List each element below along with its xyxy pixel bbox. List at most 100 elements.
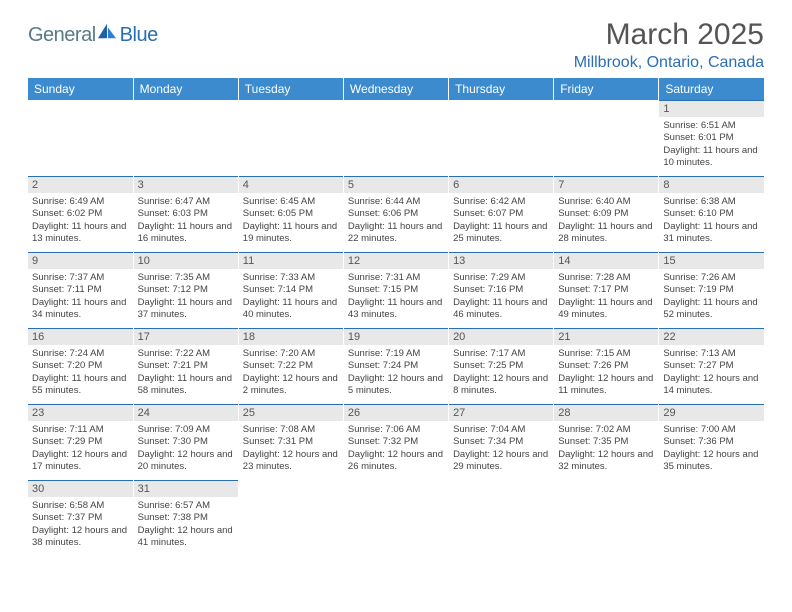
day-details: Sunrise: 7:31 AMSunset: 7:15 PMDaylight:… <box>344 269 448 324</box>
calendar-day-cell: 23Sunrise: 7:11 AMSunset: 7:29 PMDayligh… <box>28 404 133 480</box>
day-number: 22 <box>659 328 764 345</box>
calendar-day-cell: 17Sunrise: 7:22 AMSunset: 7:21 PMDayligh… <box>133 328 238 404</box>
calendar-week-row: 2Sunrise: 6:49 AMSunset: 6:02 PMDaylight… <box>28 176 764 252</box>
day-details: Sunrise: 6:49 AMSunset: 6:02 PMDaylight:… <box>28 193 133 248</box>
day-number: 31 <box>134 480 238 497</box>
day-number: 10 <box>134 252 238 269</box>
calendar-day-cell: 8Sunrise: 6:38 AMSunset: 6:10 PMDaylight… <box>659 176 764 252</box>
month-title: March 2025 <box>574 18 764 52</box>
day-number: 9 <box>28 252 133 269</box>
day-details: Sunrise: 6:38 AMSunset: 6:10 PMDaylight:… <box>659 193 764 248</box>
day-number: 5 <box>344 176 448 193</box>
calendar-day-cell <box>238 100 343 176</box>
day-details: Sunrise: 7:02 AMSunset: 7:35 PMDaylight:… <box>554 421 658 476</box>
day-number: 11 <box>239 252 343 269</box>
day-number: 1 <box>659 100 764 117</box>
day-number: 13 <box>449 252 553 269</box>
day-number: 28 <box>554 404 658 421</box>
calendar-day-cell: 4Sunrise: 6:45 AMSunset: 6:05 PMDaylight… <box>238 176 343 252</box>
day-number: 12 <box>344 252 448 269</box>
calendar-day-cell: 9Sunrise: 7:37 AMSunset: 7:11 PMDaylight… <box>28 252 133 328</box>
calendar-week-row: 30Sunrise: 6:58 AMSunset: 7:37 PMDayligh… <box>28 480 764 556</box>
calendar-day-cell <box>554 100 659 176</box>
day-details: Sunrise: 7:37 AMSunset: 7:11 PMDaylight:… <box>28 269 133 324</box>
day-details: Sunrise: 6:57 AMSunset: 7:38 PMDaylight:… <box>134 497 238 552</box>
calendar-day-cell: 2Sunrise: 6:49 AMSunset: 6:02 PMDaylight… <box>28 176 133 252</box>
day-details: Sunrise: 6:44 AMSunset: 6:06 PMDaylight:… <box>344 193 448 248</box>
calendar-day-cell: 6Sunrise: 6:42 AMSunset: 6:07 PMDaylight… <box>449 176 554 252</box>
day-number: 26 <box>344 404 448 421</box>
weekday-header: Friday <box>554 78 659 100</box>
title-block: March 2025 Millbrook, Ontario, Canada <box>574 18 764 72</box>
weekday-header: Tuesday <box>238 78 343 100</box>
day-details: Sunrise: 7:29 AMSunset: 7:16 PMDaylight:… <box>449 269 553 324</box>
day-number: 14 <box>554 252 658 269</box>
weekday-header: Wednesday <box>343 78 448 100</box>
day-details: Sunrise: 6:45 AMSunset: 6:05 PMDaylight:… <box>239 193 343 248</box>
day-details: Sunrise: 7:13 AMSunset: 7:27 PMDaylight:… <box>659 345 764 400</box>
day-number: 3 <box>134 176 238 193</box>
calendar-day-cell: 27Sunrise: 7:04 AMSunset: 7:34 PMDayligh… <box>449 404 554 480</box>
calendar-day-cell: 22Sunrise: 7:13 AMSunset: 7:27 PMDayligh… <box>659 328 764 404</box>
calendar-day-cell: 7Sunrise: 6:40 AMSunset: 6:09 PMDaylight… <box>554 176 659 252</box>
day-details: Sunrise: 6:42 AMSunset: 6:07 PMDaylight:… <box>449 193 553 248</box>
calendar-day-cell: 1Sunrise: 6:51 AMSunset: 6:01 PMDaylight… <box>659 100 764 176</box>
calendar-table: Sunday Monday Tuesday Wednesday Thursday… <box>28 78 764 556</box>
calendar-day-cell: 25Sunrise: 7:08 AMSunset: 7:31 PMDayligh… <box>238 404 343 480</box>
day-details: Sunrise: 7:24 AMSunset: 7:20 PMDaylight:… <box>28 345 133 400</box>
calendar-day-cell: 31Sunrise: 6:57 AMSunset: 7:38 PMDayligh… <box>133 480 238 556</box>
weekday-header: Thursday <box>449 78 554 100</box>
calendar-day-cell: 18Sunrise: 7:20 AMSunset: 7:22 PMDayligh… <box>238 328 343 404</box>
calendar-day-cell <box>449 100 554 176</box>
brand-logo: General Blue <box>28 24 158 47</box>
day-details: Sunrise: 7:33 AMSunset: 7:14 PMDaylight:… <box>239 269 343 324</box>
calendar-day-cell: 11Sunrise: 7:33 AMSunset: 7:14 PMDayligh… <box>238 252 343 328</box>
calendar-day-cell <box>28 100 133 176</box>
day-number: 15 <box>659 252 764 269</box>
day-details: Sunrise: 7:08 AMSunset: 7:31 PMDaylight:… <box>239 421 343 476</box>
calendar-day-cell <box>449 480 554 556</box>
day-number: 25 <box>239 404 343 421</box>
calendar-day-cell: 20Sunrise: 7:17 AMSunset: 7:25 PMDayligh… <box>449 328 554 404</box>
day-details: Sunrise: 6:51 AMSunset: 6:01 PMDaylight:… <box>659 117 764 172</box>
calendar-day-cell <box>554 480 659 556</box>
day-number: 24 <box>134 404 238 421</box>
day-details: Sunrise: 7:15 AMSunset: 7:26 PMDaylight:… <box>554 345 658 400</box>
calendar-day-cell: 28Sunrise: 7:02 AMSunset: 7:35 PMDayligh… <box>554 404 659 480</box>
calendar-week-row: 9Sunrise: 7:37 AMSunset: 7:11 PMDaylight… <box>28 252 764 328</box>
brand-text-general: General <box>28 24 96 47</box>
day-details: Sunrise: 7:19 AMSunset: 7:24 PMDaylight:… <box>344 345 448 400</box>
day-details: Sunrise: 7:22 AMSunset: 7:21 PMDaylight:… <box>134 345 238 400</box>
day-details: Sunrise: 7:17 AMSunset: 7:25 PMDaylight:… <box>449 345 553 400</box>
calendar-day-cell: 16Sunrise: 7:24 AMSunset: 7:20 PMDayligh… <box>28 328 133 404</box>
day-details: Sunrise: 7:11 AMSunset: 7:29 PMDaylight:… <box>28 421 133 476</box>
weekday-header: Saturday <box>659 78 764 100</box>
calendar-day-cell: 30Sunrise: 6:58 AMSunset: 7:37 PMDayligh… <box>28 480 133 556</box>
calendar-day-cell <box>238 480 343 556</box>
calendar-day-cell: 24Sunrise: 7:09 AMSunset: 7:30 PMDayligh… <box>133 404 238 480</box>
day-number: 8 <box>659 176 764 193</box>
header: General Blue March 2025 Millbrook, Ontar… <box>28 18 764 72</box>
weekday-header-row: Sunday Monday Tuesday Wednesday Thursday… <box>28 78 764 100</box>
sail-icon <box>96 22 118 40</box>
day-number: 18 <box>239 328 343 345</box>
calendar-day-cell: 29Sunrise: 7:00 AMSunset: 7:36 PMDayligh… <box>659 404 764 480</box>
day-number: 20 <box>449 328 553 345</box>
day-details: Sunrise: 7:26 AMSunset: 7:19 PMDaylight:… <box>659 269 764 324</box>
calendar-day-cell: 13Sunrise: 7:29 AMSunset: 7:16 PMDayligh… <box>449 252 554 328</box>
day-number: 30 <box>28 480 133 497</box>
day-number: 27 <box>449 404 553 421</box>
location-label: Millbrook, Ontario, Canada <box>574 54 764 72</box>
day-details: Sunrise: 6:40 AMSunset: 6:09 PMDaylight:… <box>554 193 658 248</box>
day-details: Sunrise: 7:00 AMSunset: 7:36 PMDaylight:… <box>659 421 764 476</box>
calendar-week-row: 23Sunrise: 7:11 AMSunset: 7:29 PMDayligh… <box>28 404 764 480</box>
calendar-day-cell: 3Sunrise: 6:47 AMSunset: 6:03 PMDaylight… <box>133 176 238 252</box>
day-number: 2 <box>28 176 133 193</box>
day-number: 16 <box>28 328 133 345</box>
calendar-day-cell <box>133 100 238 176</box>
day-number: 29 <box>659 404 764 421</box>
calendar-day-cell: 26Sunrise: 7:06 AMSunset: 7:32 PMDayligh… <box>343 404 448 480</box>
calendar-day-cell <box>343 480 448 556</box>
day-number: 6 <box>449 176 553 193</box>
calendar-day-cell: 19Sunrise: 7:19 AMSunset: 7:24 PMDayligh… <box>343 328 448 404</box>
